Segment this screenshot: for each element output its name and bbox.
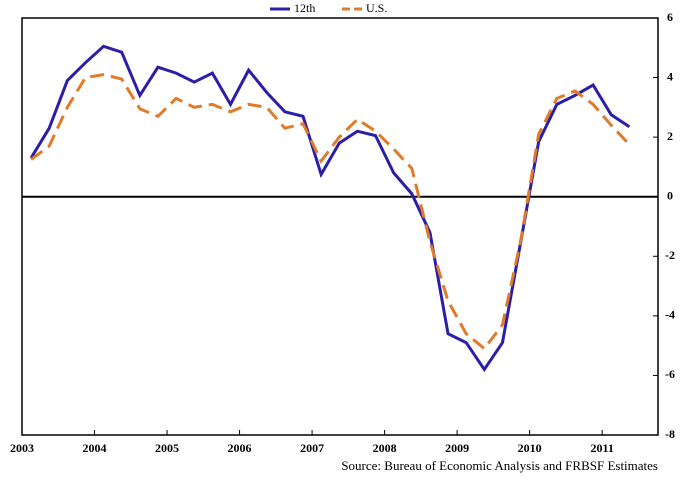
y-tick-label: -4 [665, 308, 675, 322]
x-tick-label: 2010 [518, 441, 542, 455]
y-tick-label: -8 [665, 427, 675, 441]
series-line [29, 44, 631, 373]
y-tick-label: -6 [665, 367, 675, 381]
x-tick-label: 2004 [83, 441, 107, 455]
plot-frame [21, 17, 659, 436]
series-line [30, 73, 631, 351]
x-tick-label: 2008 [373, 441, 397, 455]
source-note: Source: Bureau of Economic Analysis and … [341, 458, 658, 473]
x-tick-label: 2011 [590, 441, 613, 455]
x-tick-label: 2007 [300, 441, 324, 455]
y-tick-label: 2 [667, 129, 673, 143]
y-tick-label: 0 [667, 188, 673, 202]
legend-label: U.S. [366, 1, 387, 15]
y-tick-label: 4 [667, 69, 673, 83]
x-tick-label: 2006 [228, 441, 252, 455]
x-tick-label: 2009 [445, 441, 469, 455]
x-tick-label: 2005 [155, 441, 179, 455]
y-tick-label: -2 [665, 248, 675, 262]
y-tick-label: 6 [667, 10, 673, 24]
legend-label: 12th [294, 1, 315, 15]
x-tick-label: 2003 [10, 441, 34, 455]
